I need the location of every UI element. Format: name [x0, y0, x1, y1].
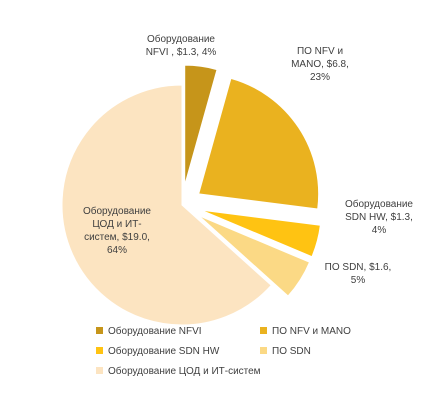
legend-item-dc-it: Оборудование ЦОД и ИТ-систем: [96, 366, 261, 378]
legend-label: Оборудование NFVI: [108, 326, 202, 337]
pie-slice-nfv-mano: [198, 77, 320, 210]
slice-label-nfvi: Оборудование NFVI , $1.3, 4%: [145, 34, 217, 58]
pie-slice-dc-it: [61, 84, 272, 326]
legend-swatch: [260, 347, 267, 354]
legend-swatch: [96, 367, 103, 374]
legend-label: Оборудование ЦОД и ИТ-систем: [108, 366, 261, 377]
legend-swatch: [96, 347, 103, 354]
legend-label: Оборудование SDN HW: [108, 346, 220, 357]
slice-label-sdn: ПО SDN, $1.6, 5%: [324, 262, 392, 286]
pie-slice-sdn: [198, 215, 311, 297]
slice-label-sdn-hw: Оборудование SDN HW, $1.3, 4%: [344, 199, 413, 236]
legend-swatch: [260, 327, 267, 334]
slice-label-nfv-mano: ПО NFV и MANO, $6.8, 23%: [291, 46, 349, 83]
legend-label: ПО NFV и MANO: [272, 326, 351, 337]
legend-label: ПО SDN: [272, 346, 311, 357]
legend-item-nfv-mano: ПО NFV и MANO: [260, 326, 351, 338]
legend-swatch: [96, 327, 103, 334]
pie-slice-nfvi: [184, 64, 218, 186]
pie-slice-sdn-hw: [201, 209, 321, 258]
legend-item-sdn: ПО SDN: [260, 346, 311, 358]
legend-item-sdn-hw: Оборудование SDN HW: [96, 346, 219, 358]
legend-item-nfvi: Оборудование NFVI: [96, 326, 202, 338]
slice-label-dc-it: Оборудование ЦОД и ИТ- систем, $19.0, 64…: [82, 206, 151, 256]
